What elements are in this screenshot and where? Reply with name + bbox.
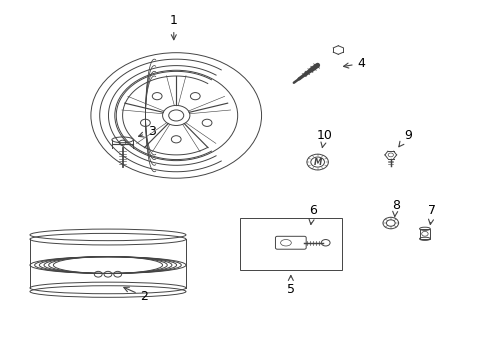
Text: M: M [313,158,321,167]
Text: 6: 6 [308,204,316,224]
Text: 1: 1 [169,14,177,40]
Text: 4: 4 [343,57,365,70]
Bar [239,218,341,270]
Text: 10: 10 [316,129,332,148]
Text: 2: 2 [123,287,148,303]
Text: 8: 8 [391,199,399,217]
Text: 9: 9 [398,129,411,147]
Bar [419,229,429,239]
Text: 3: 3 [138,125,156,138]
Text: 5: 5 [286,275,294,296]
Text: 7: 7 [427,204,435,224]
